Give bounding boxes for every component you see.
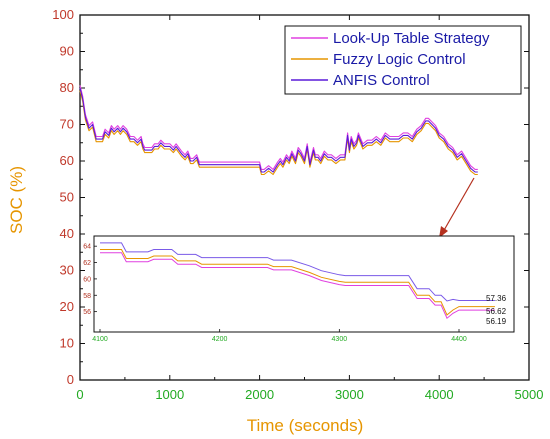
inset-series-line-fuzzy-logic-control	[100, 249, 495, 316]
x-tick-label: 2000	[245, 387, 274, 402]
legend-label-anfis: ANFIS Control	[333, 72, 430, 89]
x-tick-label: 0	[76, 387, 83, 402]
zoom-arrow-line	[442, 177, 475, 233]
y-tick-label: 50	[60, 190, 74, 205]
inset-series-group	[100, 242, 495, 319]
y-tick-label: 90	[60, 44, 74, 59]
x-tick-label: 1000	[155, 387, 184, 402]
series-line-fuzzy-logic-control	[79, 90, 478, 176]
x-tick-label: 5000	[515, 387, 544, 402]
y-tick-label: 40	[60, 226, 74, 241]
legend-label-fuzzy: Fuzzy Logic Control	[333, 51, 466, 68]
inset-series-line-anfis-control	[100, 252, 495, 319]
inset-y-tick-label: 64	[83, 244, 91, 251]
inset-x-tick-label: 4200	[212, 336, 228, 343]
inset-x-tick-label: 4400	[451, 336, 467, 343]
y-tick-label: 30	[60, 263, 74, 278]
inset-y-tick-label: 60	[83, 276, 91, 283]
y-tick-label: 100	[52, 7, 74, 22]
inset-y-tick-label: 62	[83, 260, 91, 267]
inset-end-value-label: 57.36	[486, 294, 507, 303]
y-tick-label: 70	[60, 117, 74, 132]
x-axis-title: Time (seconds)	[247, 416, 364, 435]
inset-plot-area	[93, 235, 515, 333]
y-tick-label: 60	[60, 153, 74, 168]
legend: Look-Up Table Strategy Fuzzy Logic Contr…	[284, 25, 522, 95]
x-tick-label: 3000	[335, 387, 364, 402]
inset-y-tick-label: 58	[83, 293, 91, 300]
inset-series-line-look-up-table-strategy	[100, 242, 495, 302]
inset-x-tick-label: 4300	[332, 336, 348, 343]
inset-end-value-label: 56.19	[486, 317, 507, 326]
y-tick-label: 80	[60, 80, 74, 95]
series-line-anfis-control	[79, 87, 478, 173]
y-axis-title: SOC (%)	[7, 166, 26, 234]
inset-axis-ticks: 56 58 60 62 64 4100 4200 4300 4400	[83, 244, 467, 343]
legend-label-lookup: Look-Up Table Strategy	[333, 30, 490, 47]
zoom-arrow-head	[439, 226, 448, 238]
main-series-group	[79, 85, 478, 176]
y-tick-label: 0	[67, 372, 74, 387]
inset-y-tick-label: 56	[83, 309, 91, 316]
inset-x-tick-label: 4100	[92, 336, 108, 343]
y-tick-label: 20	[60, 299, 74, 314]
series-line-look-up-table-strategy	[79, 85, 478, 170]
y-tick-label: 10	[60, 336, 74, 351]
x-tick-label: 4000	[425, 387, 454, 402]
inset-end-value-label: 56.62	[486, 307, 507, 316]
